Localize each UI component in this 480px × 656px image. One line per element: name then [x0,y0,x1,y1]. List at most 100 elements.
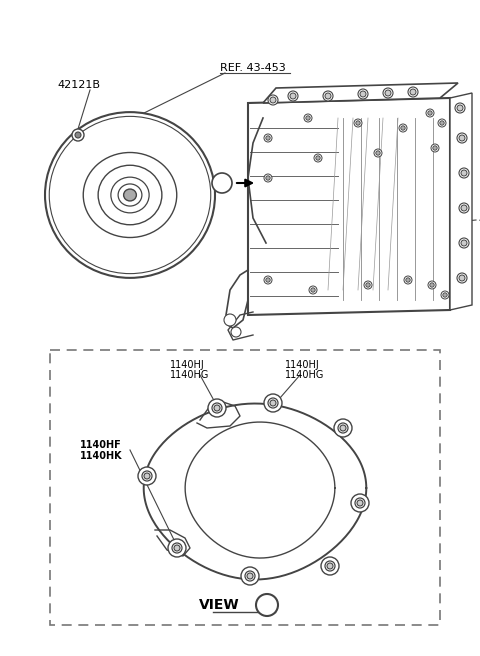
Circle shape [311,288,315,292]
Circle shape [433,146,437,150]
Polygon shape [185,422,335,558]
Circle shape [306,116,310,120]
Circle shape [357,500,363,506]
Circle shape [426,109,434,117]
Circle shape [340,425,346,431]
Text: 1140HJ: 1140HJ [285,360,320,370]
Circle shape [231,327,241,337]
Circle shape [266,176,270,180]
Circle shape [247,573,253,579]
Circle shape [366,283,370,287]
Circle shape [338,423,348,433]
Circle shape [455,103,465,113]
Circle shape [438,119,446,127]
Circle shape [459,275,465,281]
Circle shape [245,571,255,581]
Circle shape [174,545,180,551]
Text: 1140HG: 1140HG [285,370,324,380]
Circle shape [376,151,380,155]
Circle shape [270,400,276,406]
Circle shape [314,154,322,162]
Circle shape [264,276,272,284]
Circle shape [461,240,467,246]
Text: 1140HK: 1140HK [80,451,122,461]
Text: 1140HG: 1140HG [170,370,209,380]
Circle shape [358,89,368,99]
Circle shape [264,134,272,142]
Circle shape [457,133,467,143]
Circle shape [399,124,407,132]
Circle shape [385,90,391,96]
Circle shape [325,93,331,99]
Text: 42121B: 42121B [57,80,100,90]
Circle shape [290,93,296,99]
Circle shape [264,394,282,412]
Circle shape [461,170,467,176]
Circle shape [241,567,259,585]
Ellipse shape [124,189,136,201]
Circle shape [459,135,465,141]
Polygon shape [263,83,458,103]
Circle shape [430,283,434,287]
Text: 1140HJ: 1140HJ [170,360,205,370]
Circle shape [172,543,182,553]
Circle shape [431,144,439,152]
Circle shape [459,168,469,178]
Circle shape [441,291,449,299]
Circle shape [404,276,412,284]
Circle shape [351,494,369,512]
Circle shape [212,173,232,193]
Circle shape [316,156,320,160]
Text: 1140HF: 1140HF [80,440,122,450]
Circle shape [428,281,436,289]
Circle shape [138,467,156,485]
Circle shape [364,281,372,289]
Text: A: A [263,600,271,610]
Ellipse shape [83,152,177,237]
Circle shape [268,95,278,105]
Circle shape [355,498,365,508]
Circle shape [288,91,298,101]
Text: 45000A: 45000A [478,215,480,225]
Circle shape [440,121,444,125]
Circle shape [457,273,467,283]
Circle shape [461,205,467,211]
Ellipse shape [45,112,215,278]
Circle shape [270,97,276,103]
Circle shape [72,129,84,141]
Circle shape [309,286,317,294]
Circle shape [321,557,339,575]
Circle shape [443,293,447,297]
Circle shape [212,403,222,413]
Text: REF. 43-453: REF. 43-453 [220,63,286,73]
Circle shape [406,277,410,282]
Polygon shape [248,98,450,315]
Circle shape [459,238,469,248]
Circle shape [354,119,362,127]
Circle shape [264,174,272,182]
Circle shape [323,91,333,101]
Circle shape [428,111,432,115]
Circle shape [374,149,382,157]
Circle shape [457,105,463,111]
Circle shape [168,539,186,557]
Circle shape [142,471,152,481]
Circle shape [360,91,366,97]
Bar [50,350,440,625]
Circle shape [410,89,416,95]
Circle shape [327,563,333,569]
Circle shape [325,561,335,571]
Circle shape [266,277,270,282]
Circle shape [268,398,278,408]
Circle shape [266,136,270,140]
Polygon shape [450,93,472,310]
Circle shape [256,594,278,616]
Circle shape [383,88,393,98]
Circle shape [408,87,418,97]
Circle shape [334,419,352,437]
Circle shape [208,399,226,417]
Circle shape [459,203,469,213]
Circle shape [356,121,360,125]
Circle shape [401,126,405,130]
Circle shape [224,314,236,326]
